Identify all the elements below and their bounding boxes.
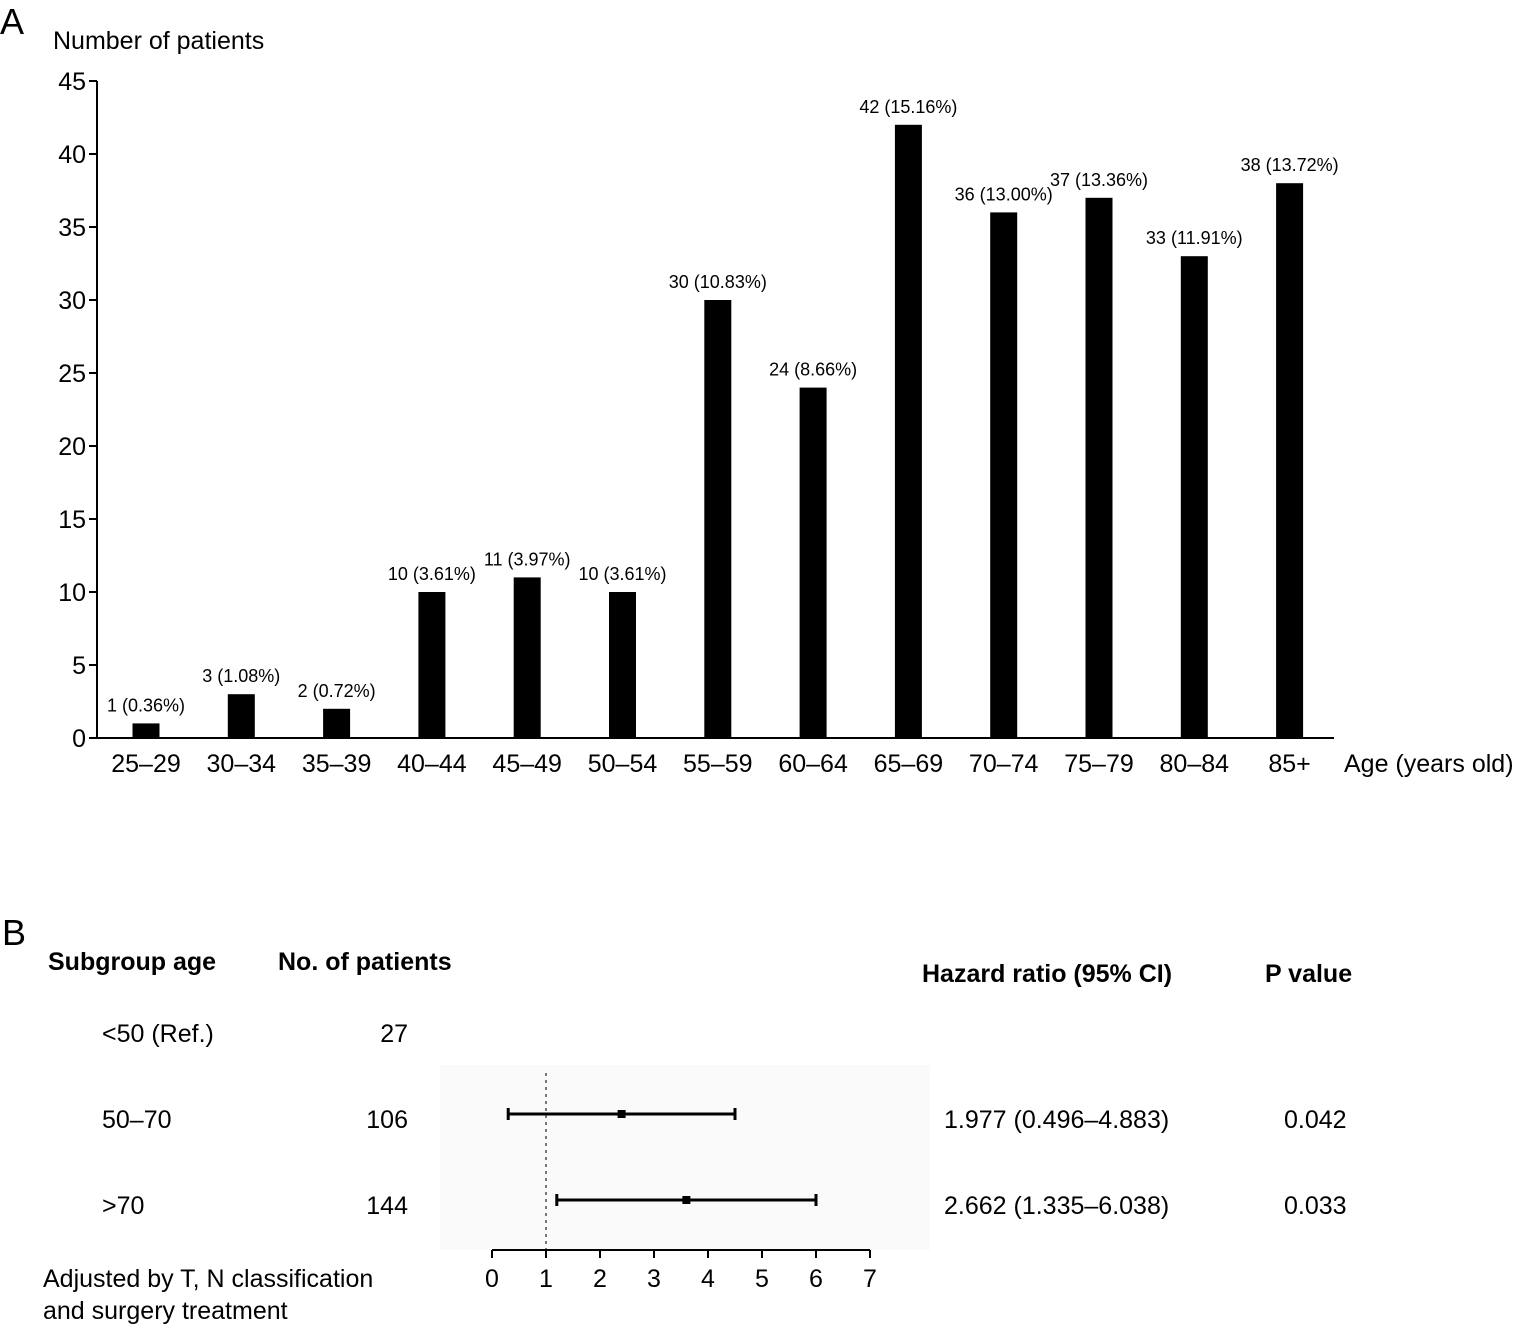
x-tick-label: 50–54 [588, 750, 658, 778]
bar-data-label: 42 (15.16%) [859, 97, 957, 117]
x-tick-label: 80–84 [1160, 750, 1230, 778]
y-tick-label: 40 [58, 141, 86, 169]
row-subgroup: 50–70 [102, 1106, 172, 1134]
forest-x-tick-label: 6 [809, 1265, 823, 1293]
row-p-value: 0.033 [1284, 1192, 1347, 1220]
row-patients: 106 [366, 1106, 408, 1134]
bar [418, 592, 446, 738]
x-axis-title: Age (years old) [1344, 750, 1514, 778]
hazard-ratio-point [682, 1196, 691, 1204]
panel-label-a: A [0, 1, 24, 42]
x-tick-label: 85+ [1268, 750, 1310, 778]
bar-data-label: 2 (0.72%) [298, 681, 376, 701]
header-patients: No. of patients [278, 948, 452, 976]
panel-label-b: B [2, 912, 26, 953]
bar-data-label: 11 (3.97%) [484, 549, 571, 569]
y-tick-label: 0 [72, 725, 86, 753]
bar [704, 300, 732, 738]
x-tick-label: 30–34 [207, 750, 277, 778]
bar-data-label: 36 (13.00%) [955, 184, 1053, 204]
bar-data-label: 24 (8.66%) [769, 360, 857, 380]
forest-x-tick-label: 1 [539, 1265, 553, 1293]
forest-x-tick-label: 3 [647, 1265, 661, 1293]
bar [132, 723, 160, 738]
bar-data-label: 37 (13.36%) [1050, 170, 1148, 190]
x-tick-label: 65–69 [874, 750, 944, 778]
footnote-line-2: and surgery treatment [43, 1297, 288, 1325]
y-tick-label: 25 [58, 360, 86, 388]
row-patients: 27 [380, 1020, 408, 1048]
x-tick-label: 25–29 [111, 750, 181, 778]
plot-background [440, 1065, 930, 1250]
row-subgroup: <50 (Ref.) [102, 1020, 214, 1048]
row-p-value: 0.042 [1284, 1106, 1347, 1134]
header-subgroup: Subgroup age [48, 948, 216, 976]
bar [1180, 256, 1208, 738]
bar [894, 124, 922, 739]
row-subgroup: >70 [102, 1192, 144, 1220]
y-tick-label: 30 [58, 287, 86, 315]
header-hazard-ratio: Hazard ratio (95% CI) [922, 960, 1172, 988]
bar [799, 387, 827, 738]
bar-data-label: 33 (11.91%) [1146, 228, 1243, 248]
footnote-line-1: Adjusted by T, N classification [43, 1265, 373, 1293]
bar [227, 694, 255, 738]
bar [1085, 197, 1113, 739]
x-tick-label: 55–59 [683, 750, 753, 778]
row-hazard-ratio: 2.662 (1.335–6.038) [944, 1192, 1169, 1220]
bar-data-label: 10 (3.61%) [578, 564, 666, 584]
x-tick-label: 45–49 [492, 750, 562, 778]
forest-x-tick-label: 5 [755, 1265, 769, 1293]
x-tick-label: 40–44 [397, 750, 467, 778]
forest-x-tick-label: 0 [485, 1265, 499, 1293]
bar-chart-panel: A Number of patients Age (years old) 0 5 1… [0, 1, 1514, 778]
bar-data-label: 1 (0.36%) [107, 695, 185, 715]
y-tick-label: 20 [58, 433, 86, 461]
forest-x-tick-label: 4 [701, 1265, 715, 1293]
row-hazard-ratio: 1.977 (0.496–4.883) [944, 1106, 1169, 1134]
forest-plot-panel: B Subgroup age No. of patients Hazard ra… [2, 912, 1352, 1325]
bar [513, 577, 541, 738]
y-tick-label: 5 [72, 652, 86, 680]
bar-data-label: 3 (1.08%) [202, 666, 280, 686]
x-tick-label: 70–74 [969, 750, 1039, 778]
x-tick-label: 75–79 [1064, 750, 1134, 778]
row-patients: 144 [366, 1192, 408, 1220]
forest-x-tick-label: 7 [863, 1265, 877, 1293]
x-tick-label: 35–39 [302, 750, 372, 778]
hazard-ratio-point [617, 1110, 626, 1118]
bar [990, 212, 1018, 738]
y-tick-label: 10 [58, 579, 86, 607]
y-tick-label: 45 [58, 68, 86, 96]
bar-data-label: 38 (13.72%) [1241, 155, 1339, 175]
header-p-value: P value [1265, 960, 1352, 988]
bar [609, 592, 636, 738]
bar [1276, 183, 1304, 738]
bar-data-label: 10 (3.61%) [388, 564, 476, 584]
y-tick-label: 15 [58, 506, 86, 534]
y-tick-label: 35 [58, 214, 86, 242]
x-tick-label: 60–64 [778, 750, 848, 778]
forest-x-tick-label: 2 [593, 1265, 607, 1293]
bar [323, 708, 351, 738]
y-axis-title: Number of patients [53, 27, 264, 55]
bar-data-label: 30 (10.83%) [669, 272, 767, 292]
